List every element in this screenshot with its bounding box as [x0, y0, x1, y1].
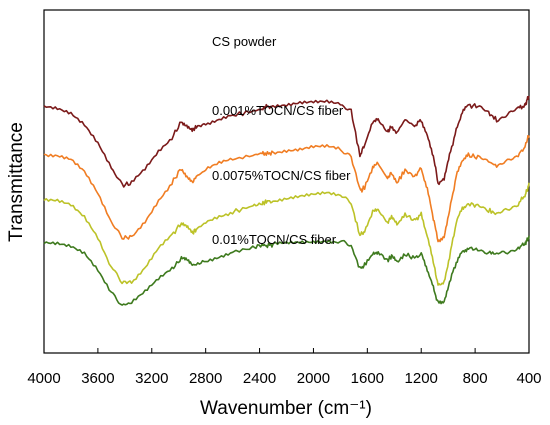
series-label-4: 0.01%TOCN/CS fiber: [212, 232, 337, 247]
series-label-1: CS powder: [212, 34, 277, 49]
x-tick-label: 1600: [351, 370, 384, 387]
x-tick-label: 4000: [27, 370, 60, 387]
x-tick-label: 2000: [297, 370, 330, 387]
series-line-1: [43, 95, 530, 188]
x-tick-label: 2400: [243, 370, 276, 387]
x-tick-label: 3200: [135, 370, 168, 387]
x-tick-label: 800: [463, 370, 488, 387]
series-line-2: [43, 135, 530, 243]
series-line-3: [43, 182, 530, 286]
x-tick-label: 1200: [405, 370, 438, 387]
series-line-4: [43, 235, 530, 306]
y-axis-title: Transmittance: [6, 122, 27, 242]
series-label-3: 0.0075%TOCN/CS fiber: [212, 168, 351, 183]
x-tick-label: 3600: [81, 370, 114, 387]
x-tick-label: 2800: [189, 370, 222, 387]
series-label-2: 0.001%TOCN/CS fiber: [212, 103, 344, 118]
plot-frame: [43, 9, 530, 354]
series-labels: CS powder 0.001%TOCN/CS fiber 0.0075%TOCN/…: [212, 34, 351, 247]
x-tick-label: 400: [516, 370, 541, 387]
x-axis-title: Wavenumber (cm⁻¹): [200, 398, 372, 419]
x-axis-ticks: 4000 3600 3200 2800 2400 2000 1600 1200 800 400: [27, 348, 542, 387]
series-lines: [43, 95, 530, 306]
